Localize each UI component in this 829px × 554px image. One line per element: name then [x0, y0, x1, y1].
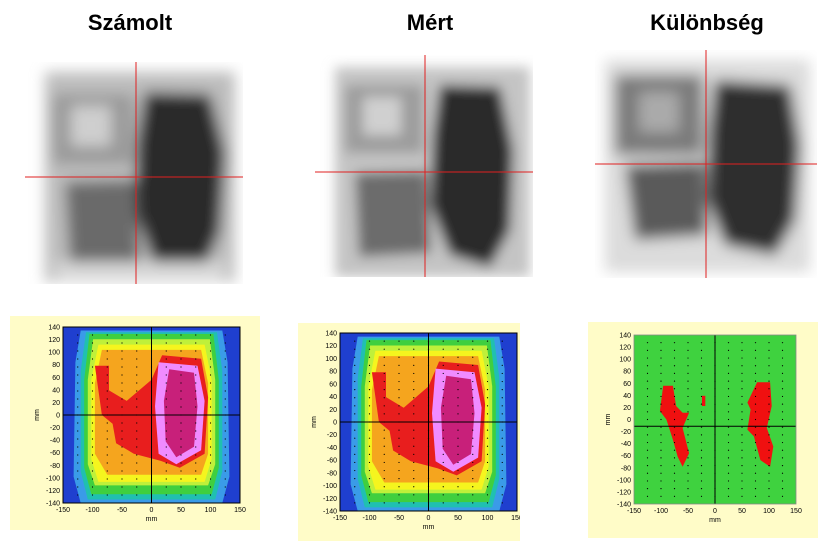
- y-tick-label: -120: [617, 489, 631, 496]
- x-tick-label: 100: [482, 515, 494, 522]
- y-tick-label: 40: [329, 394, 337, 401]
- y-tick-label: -140: [46, 501, 60, 508]
- gamma-fail-region: [702, 395, 706, 406]
- x-tick-label: -150: [56, 507, 70, 514]
- y-tick-label: -120: [46, 488, 60, 495]
- x-tick-label: 0: [427, 515, 431, 522]
- y-tick-label: 120: [48, 337, 60, 344]
- x-tick-label: 50: [177, 507, 185, 514]
- x-axis-label: mm: [146, 516, 158, 523]
- measured-isodose-plot: -150 -100 -50 0 50 100 150 140 120 100 80 60 40 20 0 -2…: [298, 323, 520, 541]
- x-tick-label: -150: [333, 515, 347, 522]
- y-tick-label: -100: [46, 475, 60, 482]
- y-tick-label: 40: [52, 387, 60, 394]
- x-tick-label: 0: [150, 507, 154, 514]
- plot-frame: [339, 332, 518, 512]
- y-tick-label: -80: [327, 470, 337, 477]
- y-tick-label: 140: [325, 331, 337, 338]
- plot-frame: [62, 326, 241, 504]
- title-difference: Különbség: [650, 10, 764, 35]
- y-tick-label: -100: [617, 477, 631, 484]
- y-tick-label: 100: [48, 350, 60, 357]
- x-tick-label: -100: [654, 508, 668, 515]
- y-axis-label: mm: [34, 409, 41, 421]
- y-tick-label: 60: [623, 381, 631, 388]
- y-tick-label: -20: [621, 429, 631, 436]
- y-tick-label: 140: [619, 333, 631, 340]
- x-tick-label: 150: [234, 507, 246, 514]
- x-tick-label: -100: [85, 507, 99, 514]
- y-tick-label: 0: [56, 413, 60, 420]
- y-axis-label: mm: [605, 414, 612, 426]
- y-tick-label: 100: [325, 356, 337, 363]
- isodose-level-9: [163, 369, 198, 458]
- y-axis-label: mm: [311, 416, 318, 428]
- difference-gamma-plot: -150 -100 -50 0 50 100 150 140 120 100 80 60 40 20 0 -2…: [588, 322, 818, 538]
- y-tick-label: -80: [621, 465, 631, 472]
- calculated-isodose-plot: -150 -100 -50 0 50 100 150 140 120 100 80 60 40 20 0 -2…: [10, 316, 260, 530]
- y-tick-label: 20: [329, 407, 337, 414]
- isodose-level-9: [440, 375, 475, 465]
- y-tick-label: 80: [52, 362, 60, 369]
- grid-dots: [354, 340, 503, 504]
- title-calculated: Számolt: [87, 10, 173, 35]
- y-tick-label: 60: [329, 381, 337, 388]
- y-tick-label: 40: [623, 393, 631, 400]
- y-tick-label: -20: [50, 425, 60, 432]
- x-tick-label: 50: [738, 508, 746, 515]
- measured-dose-image: [315, 55, 533, 277]
- y-tick-label: 140: [48, 325, 60, 332]
- x-tick-label: 50: [454, 515, 462, 522]
- y-tick-label: 60: [52, 375, 60, 382]
- y-tick-label: -60: [50, 450, 60, 457]
- difference-dose-image: [595, 50, 817, 278]
- y-tick-label: -80: [50, 463, 60, 470]
- x-tick-label: 0: [713, 508, 717, 515]
- x-tick-label: 100: [205, 507, 217, 514]
- y-tick-label: -40: [621, 441, 631, 448]
- y-tick-label: -140: [323, 509, 337, 516]
- x-tick-label: -50: [683, 508, 693, 515]
- plot-frame: [633, 334, 797, 505]
- calculated-dose-image: [25, 62, 243, 284]
- y-tick-label: 100: [619, 357, 631, 364]
- gamma-fail-region: [747, 382, 774, 467]
- grid-dots: [646, 342, 784, 497]
- y-tick-label: 120: [619, 345, 631, 352]
- x-tick-label: -100: [362, 515, 376, 522]
- y-tick-label: 20: [52, 400, 60, 407]
- y-tick-label: 80: [329, 369, 337, 376]
- x-tick-label: -150: [627, 508, 641, 515]
- y-tick-label: -60: [621, 453, 631, 460]
- y-tick-label: 80: [623, 369, 631, 376]
- y-tick-label: -60: [327, 458, 337, 465]
- title-measured: Mért: [406, 10, 454, 35]
- y-tick-label: -140: [617, 502, 631, 509]
- x-tick-label: 150: [790, 508, 802, 515]
- x-tick-label: 150: [511, 515, 520, 522]
- y-tick-label: -40: [327, 445, 337, 452]
- grid-dots: [77, 334, 226, 496]
- y-tick-label: -120: [323, 496, 337, 503]
- x-axis-label: mm: [423, 524, 435, 531]
- y-tick-label: -20: [327, 432, 337, 439]
- y-tick-label: -40: [50, 438, 60, 445]
- x-axis-label: mm: [709, 517, 721, 524]
- y-tick-label: 20: [623, 405, 631, 412]
- y-tick-label: 0: [333, 420, 337, 427]
- y-tick-label: 0: [627, 417, 631, 424]
- y-tick-label: 120: [325, 343, 337, 350]
- x-tick-label: -50: [117, 507, 127, 514]
- y-tick-label: -100: [323, 483, 337, 490]
- x-tick-label: -50: [394, 515, 404, 522]
- x-tick-label: 100: [763, 508, 775, 515]
